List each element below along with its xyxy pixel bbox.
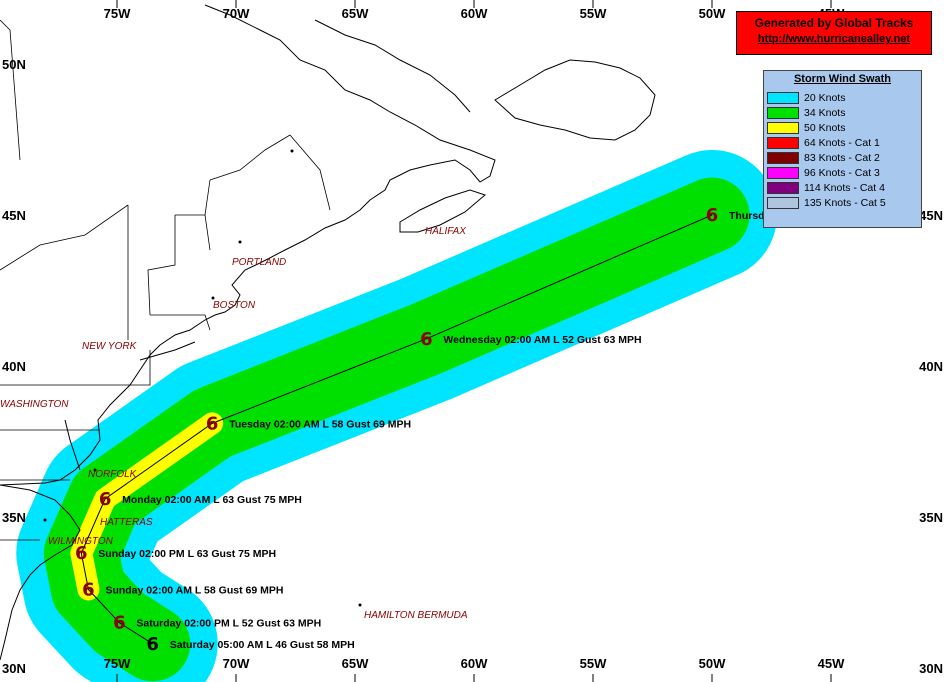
legend-swatch: [767, 92, 799, 104]
track-line: [80, 214, 713, 645]
city-boston: BOSTON: [213, 300, 256, 311]
legend-item: 64 Knots - Cat 1: [767, 136, 880, 150]
lat-label-right: 35N: [919, 510, 943, 525]
lat-label-left: 35N: [2, 510, 26, 525]
lon-label-bottom: 70W: [223, 656, 250, 671]
legend-swatch: [767, 197, 799, 209]
nova-scotia-outline: [399, 189, 486, 233]
legend-item: 34 Knots: [767, 106, 845, 120]
legend-item: 20 Knots: [767, 91, 845, 105]
storm-symbol-icon: 6: [113, 613, 126, 634]
storm-symbol-icon: 6: [706, 205, 719, 226]
lon-label-bottom: 45W: [818, 656, 845, 671]
lat-label-left: 50N: [2, 57, 26, 72]
storm-symbol-icon: 6: [206, 413, 219, 434]
lon-label-top: 55W: [580, 6, 607, 21]
lon-label-bottom: 60W: [461, 656, 488, 671]
lat-label-left: 40N: [2, 359, 26, 374]
lon-label-top: 60W: [461, 6, 488, 21]
legend-label: 64 Knots - Cat 1: [804, 137, 880, 149]
track-point-label: Monday 02:00 AM L 63 Gust 75 MPH: [122, 494, 302, 506]
lon-label-bottom: 50W: [699, 656, 726, 671]
storm-track: 6 Saturday 05:00 AM L 46 Gust 58 MPH 6 Satu…: [75, 205, 916, 655]
lat-label-right: 30N: [919, 661, 943, 676]
east-coast-outline: [0, 4, 496, 486]
city-new-york: NEW YORK: [82, 341, 138, 352]
lon-label-bottom: 55W: [580, 656, 607, 671]
city-dots: [43, 149, 362, 607]
legend-swatch: [767, 182, 799, 194]
legend-label: 96 Knots - Cat 3: [804, 167, 880, 179]
credit-link[interactable]: http://www.hurricanealley.net: [757, 33, 911, 45]
track-point-label: Saturday 05:00 AM L 46 Gust 58 MPH: [170, 639, 355, 651]
city-wilmington: WILMINGTON: [48, 536, 114, 547]
gulf-coast-outline: [314, 19, 471, 113]
city-portland: PORTLAND: [232, 257, 286, 268]
city-hatteras: HATTERAS: [100, 517, 153, 528]
legend-box: Storm Wind Swath 20 Knots 34 Knots 50 Kn…: [763, 70, 922, 228]
credit-box: Generated by Global Tracks http://www.hu…: [736, 11, 932, 55]
legend-item: 96 Knots - Cat 3: [767, 166, 880, 180]
lon-label-top: 75W: [104, 6, 131, 21]
legend-label: 83 Knots - Cat 2: [804, 152, 880, 164]
carolina-coast: [0, 484, 81, 661]
lat-label-right: 40N: [919, 359, 943, 374]
storm-symbol-icon: 6: [82, 579, 95, 600]
state-borders: [0, 19, 331, 541]
storm-symbol-icon: 6: [420, 329, 433, 350]
city-labels: PORTLAND BOSTON HALIFAX NEW YORK WASHING…: [0, 226, 468, 621]
track-point-label: Sunday 02:00 PM L 63 Gust 75 MPH: [98, 548, 276, 560]
long-island: [139, 341, 196, 361]
lon-label-top: 65W: [342, 6, 369, 21]
storm-symbol-icon: 6: [99, 489, 112, 510]
lat-label-left: 30N: [2, 661, 26, 676]
graticule-labels: 75W 70W 65W 60W 55W 50W 45W 75W 70W 65W 60W 55W 50W 4…: [2, 6, 943, 676]
lon-label-top: 70W: [223, 6, 250, 21]
legend-swatch: [767, 137, 799, 149]
track-point-label: Tuesday 02:00 AM L 58 Gust 69 MPH: [229, 418, 411, 430]
newfoundland-outline: [494, 59, 656, 141]
legend-item: 50 Knots: [767, 121, 845, 135]
credit-title: Generated by Global Tracks: [754, 16, 914, 30]
legend-label: 20 Knots: [804, 92, 846, 104]
legend-swatch: [767, 122, 799, 134]
coastlines: [0, 4, 656, 661]
legend-label: 114 Knots - Cat 4: [804, 182, 885, 194]
city-norfolk: NORFOLK: [88, 469, 138, 480]
lon-label-bottom: 75W: [104, 656, 131, 671]
city-hamilton-bermuda: HAMILTON BERMUDA: [364, 610, 468, 621]
lon-label-top: 50W: [699, 6, 726, 21]
legend-swatch: [767, 107, 799, 119]
legend-swatch: [767, 152, 799, 164]
legend-label: 34 Knots: [804, 107, 846, 119]
grid-ticks: [116, 0, 832, 682]
legend-swatch: [767, 167, 799, 179]
city-washington: WASHINGTON: [0, 399, 69, 410]
lat-label-left: 45N: [2, 208, 26, 223]
legend-item: 135 Knots - Cat 5: [767, 196, 886, 210]
legend-item: 114 Knots - Cat 4: [767, 181, 885, 195]
legend-label: 50 Knots: [804, 122, 846, 134]
lon-label-bottom: 65W: [342, 656, 369, 671]
legend-title: Storm Wind Swath: [793, 73, 892, 85]
storm-symbol-icon: 6: [146, 634, 159, 655]
track-point-label: Wednesday 02:00 AM L 52 Gust 63 MPH: [443, 334, 641, 346]
track-point-label: Sunday 02:00 AM L 58 Gust 69 MPH: [105, 584, 283, 596]
legend-label: 135 Knots - Cat 5: [804, 197, 886, 209]
storm-symbol-icon: 6: [75, 543, 88, 564]
lat-label-right: 45N: [919, 208, 943, 223]
legend-item: 83 Knots - Cat 2: [767, 151, 880, 165]
track-point-label: Saturday 02:00 PM L 52 Gust 63 MPH: [136, 618, 321, 630]
city-halifax: HALIFAX: [425, 226, 466, 237]
